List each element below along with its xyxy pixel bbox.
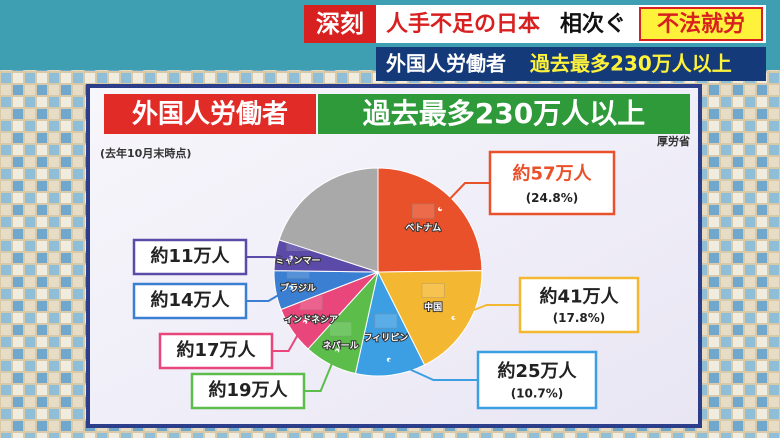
leader-line [272,321,306,352]
ticker-left: 外国人労働者 [386,52,506,76]
share-label: (17.8%) [553,311,606,325]
flag-emblem [422,283,445,298]
value-label: 約19万人 [208,379,288,401]
source: 厚労省 [657,134,690,148]
subtitle-box [318,94,690,134]
tag-box [304,5,376,43]
label-box [488,150,616,216]
label-box [518,276,640,334]
title-box [104,94,316,134]
value-label: 約14万人 [150,289,230,311]
share-label: (24.8%) [526,191,579,205]
value-label: 約25万人 [497,360,577,382]
value-label: 約11万人 [150,245,230,267]
slice-label: ネパール [323,340,359,352]
leader-line [439,182,490,210]
label-box [132,282,248,320]
slice-label: 中国 [424,301,442,313]
label-box [476,350,598,410]
value-label: 約41万人 [539,285,619,307]
flag-emblem [412,204,435,219]
label-box [132,238,248,276]
flag-emblem [374,313,397,328]
slice-label: フィリピン [363,331,408,343]
share-label: (10.7%) [511,387,564,401]
slice-label: ベトナム [405,223,441,234]
leader-line [304,350,339,392]
leader-line [246,286,292,302]
slice-label: インドネシア [284,314,338,325]
pie-slice [377,270,483,366]
value-label: 約17万人 [176,339,256,361]
pie-slice [278,167,379,273]
ticker-right: 過去最多230万人以上 [530,52,732,76]
chart-subtitle: 過去最多230万人以上 [363,97,645,130]
label-box [190,372,306,410]
label-box [158,332,274,370]
flag-emblem [329,322,352,337]
highlight-box [639,7,763,41]
leader-line [388,358,478,381]
chart-title: 外国人労働者 [132,100,288,130]
headline: 人手不足の日本 [386,12,540,37]
note: (去年10月末時点) [100,146,191,160]
leader-line [453,304,520,319]
headline2: 相次ぐ [560,11,626,37]
ticker-box [376,47,766,81]
highlight: 不法就労 [657,11,745,37]
slice-label: ブラジル [280,282,316,294]
tag: 深刻 [316,10,364,38]
leader-line [246,256,291,259]
value-label: 約57万人 [512,162,592,184]
